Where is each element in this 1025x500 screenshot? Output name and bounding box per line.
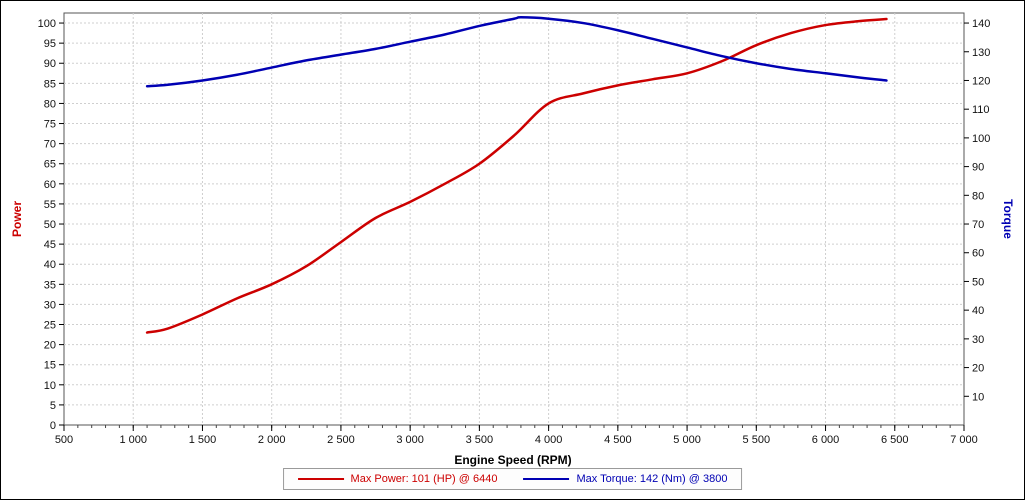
x-tick-label: 5 000 [673, 434, 701, 446]
x-tick-label: 1 500 [189, 434, 217, 446]
y-right-tick-label: 80 [972, 190, 984, 202]
x-tick-label: 2 000 [258, 434, 286, 446]
x-tick-label: 500 [55, 434, 73, 446]
y-right-tick-label: 20 [972, 363, 984, 375]
y-right-tick-label: 120 [972, 75, 990, 87]
y-right-tick-label: 140 [972, 18, 990, 30]
y-left-tick-label: 80 [44, 98, 56, 110]
y-right-tick-label: 100 [972, 133, 990, 145]
y-left-tick-label: 65 [44, 159, 56, 171]
x-tick-label: 6 500 [881, 434, 909, 446]
y-left-tick-label: 50 [44, 219, 56, 231]
y-left-tick-label: 15 [44, 360, 56, 372]
torque-line-swatch [523, 478, 570, 480]
y-left-tick-label: 60 [44, 179, 56, 191]
y-right-tick-label: 30 [972, 334, 984, 346]
x-tick-label: 3 500 [466, 434, 494, 446]
y-right-tick-label: 110 [972, 104, 990, 116]
y-left-tick-label: 0 [50, 420, 56, 432]
y-left-tick-label: 30 [44, 299, 56, 311]
legend-item-power: Max Power: 101 (HP) @ 6440 [297, 473, 498, 485]
y-left-tick-label: 55 [44, 199, 56, 211]
y-right-tick-label: 60 [972, 248, 984, 260]
y-right-tick-label: 130 [972, 47, 990, 59]
power-line-swatch [297, 478, 344, 480]
y-left-tick-label: 35 [44, 279, 56, 291]
y-left-tick-label: 85 [44, 78, 56, 90]
legend-item-torque: Max Torque: 142 (Nm) @ 3800 [523, 473, 727, 485]
x-tick-label: 4 000 [535, 434, 563, 446]
y-left-tick-label: 40 [44, 259, 56, 271]
y-left-tick-label: 70 [44, 139, 56, 151]
legend-label-power: Max Power: 101 (HP) @ 6440 [350, 473, 498, 485]
x-tick-label: 3 000 [396, 434, 424, 446]
x-tick-label: 6 000 [812, 434, 840, 446]
y-left-tick-label: 75 [44, 119, 56, 131]
x-tick-label: 1 000 [119, 434, 147, 446]
y-left-tick-label: 20 [44, 340, 56, 352]
x-tick-label: 7 000 [950, 434, 978, 446]
y-left-tick-label: 100 [38, 18, 56, 30]
y-right-tick-label: 70 [972, 219, 984, 231]
x-tick-label: 2 500 [327, 434, 355, 446]
y-left-tick-label: 90 [44, 58, 56, 70]
y-left-tick-label: 25 [44, 320, 56, 332]
y-left-tick-label: 10 [44, 380, 56, 392]
power-curve [145, 17, 888, 334]
x-tick-label: 5 500 [743, 434, 771, 446]
chart-legend: Max Power: 101 (HP) @ 6440 Max Torque: 1… [282, 468, 743, 490]
y-left-tick-label: 95 [44, 38, 56, 50]
y-left-tick-label: 45 [44, 239, 56, 251]
y-right-tick-label: 50 [972, 276, 984, 288]
legend-label-torque: Max Torque: 142 (Nm) @ 3800 [576, 473, 728, 485]
y-right-tick-label: 40 [972, 305, 984, 317]
plot-frame [63, 12, 965, 426]
x-tick-label: 4 500 [604, 434, 632, 446]
y-right-tick-label: 90 [972, 162, 984, 174]
y-left-tick-label: 5 [50, 400, 56, 412]
torque-curve [145, 16, 888, 88]
y-right-tick-label: 10 [972, 391, 984, 403]
